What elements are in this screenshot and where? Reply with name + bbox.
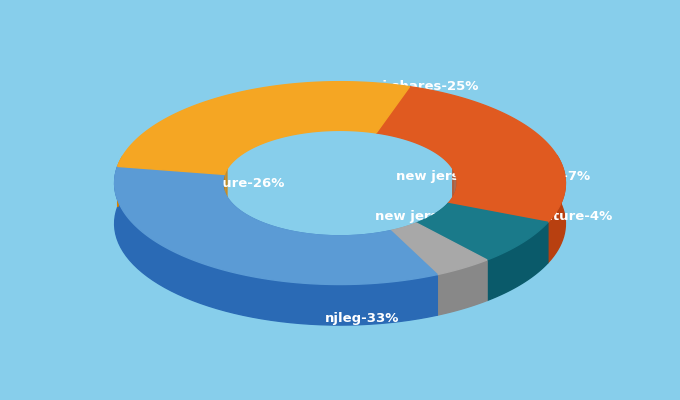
- Polygon shape: [437, 260, 487, 315]
- Polygon shape: [376, 87, 565, 222]
- Polygon shape: [416, 204, 448, 264]
- Polygon shape: [390, 223, 487, 274]
- Polygon shape: [390, 223, 416, 271]
- Polygon shape: [448, 169, 457, 244]
- Text: nj shares-25%: nj shares-25%: [373, 80, 478, 93]
- Polygon shape: [223, 174, 390, 276]
- Polygon shape: [118, 82, 409, 174]
- Text: nj legislature-26%: nj legislature-26%: [148, 176, 284, 190]
- Text: njleg-33%: njleg-33%: [325, 312, 400, 325]
- Text: new jersey state legislature-4%: new jersey state legislature-4%: [375, 210, 612, 224]
- Polygon shape: [416, 204, 548, 260]
- Polygon shape: [115, 166, 437, 284]
- Polygon shape: [118, 156, 123, 207]
- Polygon shape: [115, 166, 437, 325]
- Polygon shape: [224, 169, 227, 215]
- Text: new jersey legislature-7%: new jersey legislature-7%: [396, 170, 590, 183]
- Polygon shape: [548, 155, 565, 263]
- Polygon shape: [487, 222, 548, 300]
